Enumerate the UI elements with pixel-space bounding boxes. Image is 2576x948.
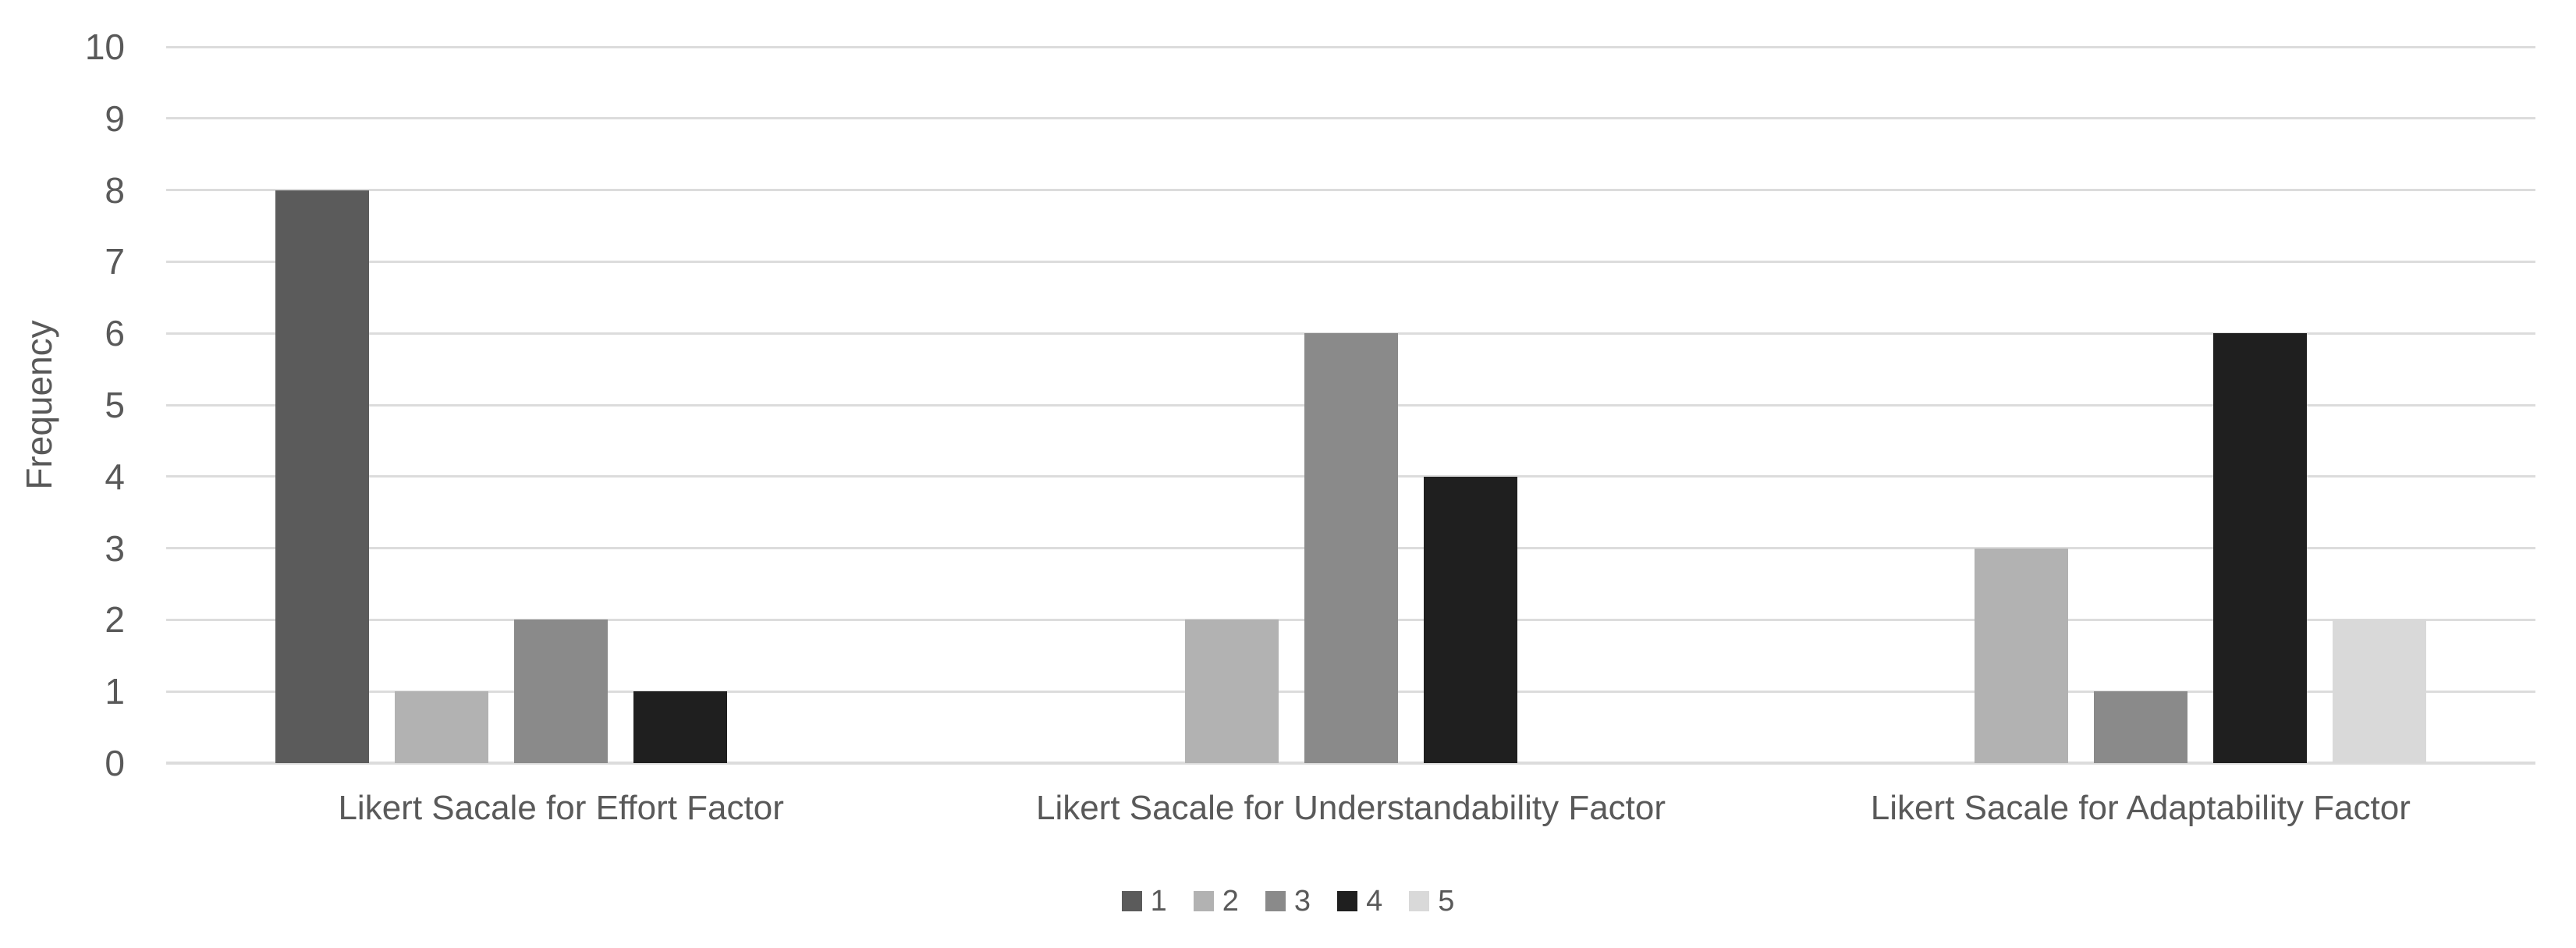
legend-swatch-icon (1121, 891, 1142, 911)
y-tick-label-8: 8 (105, 169, 125, 211)
legend-item-2: 2 (1193, 885, 1239, 918)
gridline-y9 (166, 117, 2535, 120)
legend-label: 4 (1366, 885, 1383, 918)
gridline-y10 (166, 45, 2535, 48)
bar-series2-cat1 (395, 691, 489, 763)
legend-label: 3 (1293, 885, 1311, 918)
legend-label: 2 (1222, 885, 1239, 918)
bar-series3-cat3 (2093, 691, 2187, 763)
bar-series1-cat1 (275, 190, 370, 763)
legend-label: 5 (1438, 885, 1455, 918)
bar-series2-cat3 (1974, 548, 2068, 763)
bar-series4-cat2 (1423, 476, 1517, 763)
legend: 1 2 3 4 5 (0, 886, 2576, 917)
gridline-y6 (166, 332, 2535, 335)
legend-swatch-icon (1193, 891, 1214, 911)
legend-swatch-icon (1265, 891, 1286, 911)
gridline-y8 (166, 189, 2535, 192)
bar-series4-cat3 (2212, 333, 2307, 763)
bar-series2-cat2 (1184, 620, 1279, 763)
gridline-y7 (166, 260, 2535, 263)
x-axis-baseline (166, 762, 2535, 765)
y-tick-label-9: 9 (105, 98, 125, 139)
y-tick-label-2: 2 (105, 599, 125, 641)
category-label-3: Likert Sacale for Adaptability Factor (1870, 789, 2411, 827)
y-tick-label-0: 0 (105, 743, 125, 783)
y-tick-label-3: 3 (105, 527, 125, 569)
legend-item-1: 1 (1121, 885, 1167, 918)
y-tick-label-1: 1 (105, 671, 125, 712)
legend-item-4: 4 (1337, 886, 1382, 917)
category-label-1: Likert Sacale for Effort Factor (338, 789, 784, 827)
y-tick-label-6: 6 (105, 313, 125, 354)
y-tick-label-10: 10 (84, 27, 125, 67)
y-tick-label-5: 5 (105, 385, 125, 425)
category-label-2: Likert Sacale for Understandability Fact… (1035, 789, 1666, 827)
legend-item-3: 3 (1265, 886, 1311, 917)
bar-series3-cat2 (1304, 333, 1398, 763)
legend-label: 1 (1150, 885, 1167, 918)
y-tick-label-7: 7 (105, 241, 125, 282)
plot-area (166, 45, 2535, 765)
legend-item-5: 5 (1409, 886, 1454, 917)
legend-swatch-icon (1409, 891, 1430, 911)
y-tick-label-4: 4 (105, 456, 125, 497)
bar-series3-cat1 (514, 620, 609, 763)
legend-swatch-icon (1337, 891, 1358, 911)
bar-series4-cat1 (633, 691, 728, 763)
bar-series5-cat3 (2332, 620, 2426, 763)
